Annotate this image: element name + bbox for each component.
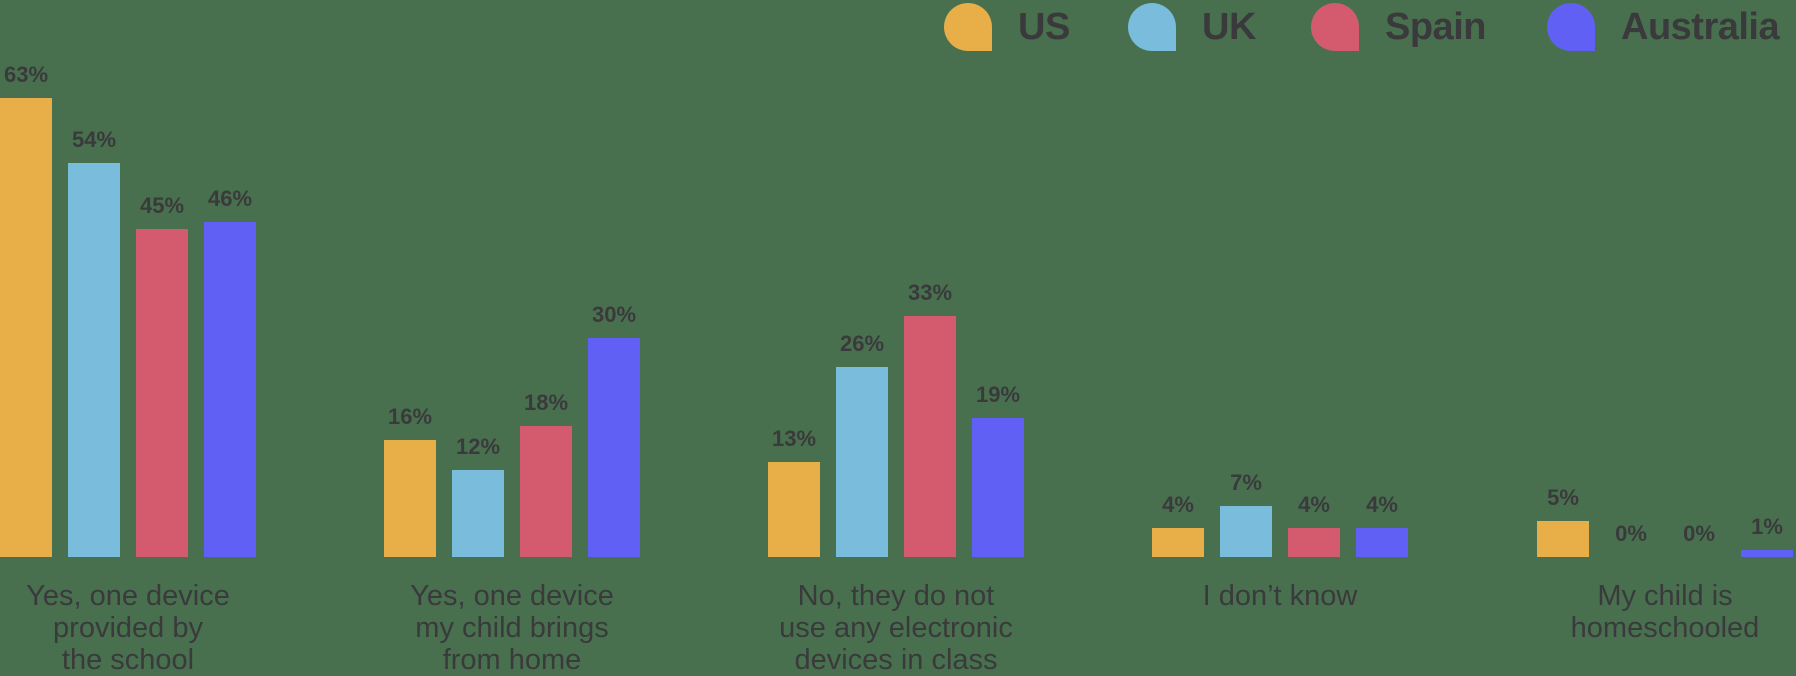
category-label-line: No, they do not	[797, 580, 995, 612]
category-label-line: provided by	[53, 612, 203, 644]
chart-legend: US UK Spain Australia	[0, 0, 1796, 60]
value-label: 33%	[907, 280, 953, 305]
value-label: 18%	[523, 390, 569, 415]
value-label: 13%	[771, 426, 817, 451]
category-label-line: devices in class	[794, 644, 998, 676]
bar-uk-yes-one-device-my-child-	[452, 470, 504, 557]
value-label: 4%	[1162, 492, 1194, 517]
bar-australia-yes-one-device-provided-	[204, 222, 256, 557]
legend-marker-us-icon	[944, 3, 992, 51]
legend-item-us: US	[944, 3, 1070, 51]
bar-us-yes-one-device-provided-	[0, 98, 52, 557]
value-label: 46%	[207, 186, 253, 211]
bar-spain-no-they-do-not-use-any-e	[904, 316, 956, 557]
legend-marker-spain-icon	[1311, 3, 1359, 51]
value-label: 26%	[839, 331, 885, 356]
bar-spain-i-don-t-know	[1288, 528, 1340, 557]
category-label-line: use any electronic	[779, 612, 1013, 644]
category-label: I don’t know	[1130, 580, 1430, 612]
bar-uk-yes-one-device-provided-	[68, 163, 120, 557]
category-label: My child is homeschooled	[1515, 580, 1796, 644]
bar-spain-yes-one-device-my-child-	[520, 426, 572, 557]
value-label: 5%	[1547, 485, 1579, 510]
legend-item-spain: Spain	[1311, 3, 1486, 51]
category-label-line: homeschooled	[1570, 612, 1760, 644]
category-label-line: the school	[61, 644, 195, 676]
category-label-line: Yes, one device	[26, 580, 230, 612]
bar-australia-i-don-t-know	[1356, 528, 1408, 557]
category-label-line: from home	[442, 644, 582, 676]
legend-label-spain: Spain	[1385, 5, 1486, 48]
value-label: 7%	[1230, 470, 1262, 495]
category-label-line: My child is	[1597, 580, 1733, 612]
value-label: 1%	[1751, 514, 1783, 539]
category-label: Yes, one device provided by the school	[0, 580, 278, 676]
bar-uk-no-they-do-not-use-any-e	[836, 367, 888, 557]
value-label: 4%	[1366, 492, 1398, 517]
category-label-line: I don’t know	[1202, 580, 1358, 612]
bar-us-my-child-is-homeschooled	[1537, 521, 1589, 557]
value-label: 63%	[3, 62, 49, 87]
bar-us-yes-one-device-my-child-	[384, 440, 436, 557]
value-label: 0%	[1683, 521, 1715, 546]
bar-uk-i-don-t-know	[1220, 506, 1272, 557]
legend-label-us: US	[1018, 5, 1070, 48]
value-label: 12%	[455, 434, 501, 459]
bar-australia-yes-one-device-my-child-	[588, 338, 640, 557]
value-label: 4%	[1298, 492, 1330, 517]
legend-label-uk: UK	[1202, 5, 1256, 48]
bar-australia-no-they-do-not-use-any-e	[972, 418, 1024, 557]
category-label-line: Yes, one device	[410, 580, 614, 612]
legend-item-australia: Australia	[1547, 3, 1780, 51]
value-label: 0%	[1615, 521, 1647, 546]
legend-marker-australia-icon	[1547, 3, 1595, 51]
bar-spain-yes-one-device-provided-	[136, 229, 188, 557]
value-label: 30%	[591, 302, 637, 327]
bar-australia-my-child-is-homeschooled	[1741, 550, 1793, 557]
bar-us-no-they-do-not-use-any-e	[768, 462, 820, 557]
legend-marker-uk-icon	[1128, 3, 1176, 51]
legend-item-uk: UK	[1128, 3, 1256, 51]
category-label: Yes, one device my child brings from home	[362, 580, 662, 676]
category-label-line: my child brings	[415, 612, 609, 644]
value-label: 16%	[387, 404, 433, 429]
value-label: 19%	[975, 382, 1021, 407]
value-label: 54%	[71, 127, 117, 152]
category-label: No, they do not use any electronic devices…	[746, 580, 1046, 676]
bar-us-i-don-t-know	[1152, 528, 1204, 557]
legend-label-australia: Australia	[1621, 5, 1780, 48]
value-label: 45%	[139, 193, 185, 218]
